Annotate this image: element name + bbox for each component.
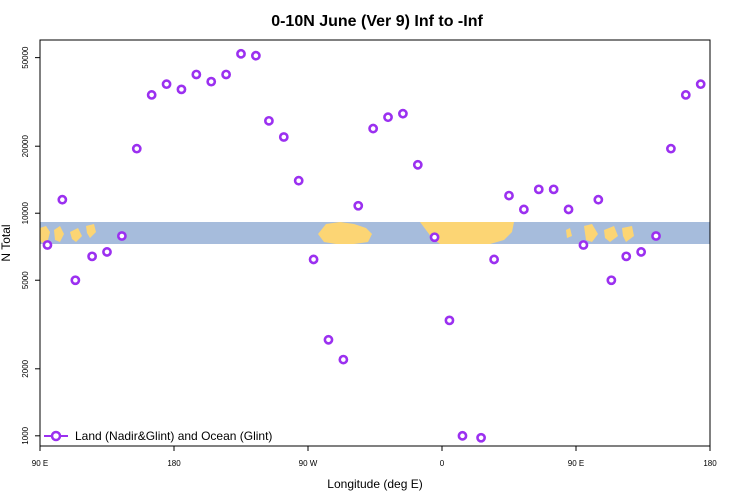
x-tick-label: 180 <box>703 459 717 468</box>
data-point <box>176 84 187 95</box>
data-point <box>548 184 559 195</box>
data-point <box>429 232 440 243</box>
y-tick-label: 2000 <box>21 359 30 377</box>
x-axis-label: Longitude (deg E) <box>327 477 422 491</box>
land-mass <box>40 226 50 243</box>
land-mass <box>54 226 64 242</box>
data-point <box>398 108 408 119</box>
plot-frame <box>39 39 711 447</box>
data-point <box>353 200 364 211</box>
data-point <box>250 50 261 61</box>
data-point <box>161 79 172 90</box>
data-point <box>206 76 217 87</box>
data-point <box>563 204 574 215</box>
data-point <box>57 194 68 205</box>
y-tick-label: 1000 <box>21 426 30 444</box>
land-mass <box>566 228 572 238</box>
data-point <box>666 143 676 154</box>
data-point <box>236 48 246 59</box>
data-point <box>476 432 486 443</box>
data-point <box>489 254 500 265</box>
data-point <box>293 175 304 186</box>
data-point <box>636 247 647 257</box>
y-axis: 1000 2000 5000 10000 20000 50000 <box>21 46 40 445</box>
land-mass <box>584 224 598 242</box>
x-tick-label: 0 <box>440 459 445 468</box>
data-point <box>444 315 455 326</box>
land-mass <box>420 222 514 244</box>
data-point <box>131 143 142 154</box>
data-point <box>621 251 632 262</box>
data-point <box>383 112 393 123</box>
x-tick-label: 180 <box>167 459 181 468</box>
data-point <box>606 275 617 286</box>
legend-marker <box>50 430 62 442</box>
data-point <box>323 334 334 345</box>
land-mass <box>604 226 618 242</box>
data-point <box>146 90 157 100</box>
y-tick-label: 10000 <box>21 202 30 225</box>
data-point <box>278 132 289 142</box>
land-mass <box>318 222 372 244</box>
legend: Land (Nadir&Glint) and Ocean (Glint) <box>44 429 272 443</box>
x-tick-label: 90 E <box>568 459 584 468</box>
data-point <box>87 251 98 262</box>
land-mass <box>86 224 96 238</box>
x-axis: 90 E 180 90 W 0 90 E 180 <box>32 446 717 468</box>
y-tick-label: 20000 <box>21 135 30 158</box>
data-point <box>221 69 232 80</box>
data-point <box>533 184 544 195</box>
data-point <box>412 159 423 170</box>
data-point <box>191 69 202 80</box>
land-mass <box>622 226 634 242</box>
data-point <box>338 354 349 365</box>
data-point <box>368 123 379 134</box>
data-point <box>518 204 529 215</box>
data-point <box>70 275 81 286</box>
data-point <box>695 79 706 90</box>
y-axis-label: N Total <box>0 224 13 261</box>
data-point <box>651 231 661 241</box>
background-map <box>40 222 710 244</box>
data-point <box>116 231 127 241</box>
data-series <box>42 48 706 443</box>
legend-label: Land (Nadir&Glint) and Ocean (Glint) <box>75 429 272 443</box>
x-tick-label: 90 W <box>299 459 318 468</box>
x-tick-label: 90 E <box>32 459 48 468</box>
data-point <box>264 115 274 126</box>
data-point <box>593 194 604 205</box>
chart-title: 0-10N June (Ver 9) Inf to -Inf <box>271 13 483 30</box>
data-point <box>680 90 691 100</box>
data-point <box>308 254 319 265</box>
y-tick-label: 5000 <box>21 271 30 289</box>
data-point <box>578 240 589 250</box>
y-tick-label: 50000 <box>21 46 30 69</box>
data-point <box>102 247 112 257</box>
data-point <box>457 430 468 441</box>
ocean-band <box>40 222 710 244</box>
land-mass <box>70 228 82 242</box>
data-point <box>42 240 53 250</box>
data-point <box>504 190 514 201</box>
